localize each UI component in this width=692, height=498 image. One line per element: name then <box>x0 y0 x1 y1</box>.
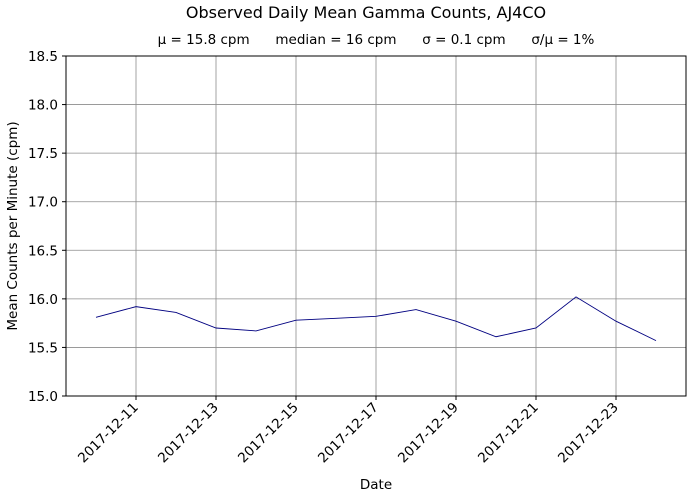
x-tick-label: 2017-12-17 <box>315 400 382 467</box>
y-tick-label: 16.5 <box>28 243 58 259</box>
y-tick-label: 16.0 <box>28 292 58 308</box>
data-point <box>175 311 178 314</box>
data-point <box>95 316 98 319</box>
y-axis-label: Mean Counts per Minute (cpm) <box>5 121 21 330</box>
data-point <box>375 315 378 318</box>
y-tick-label: 18.5 <box>28 49 58 65</box>
data-point <box>415 308 418 311</box>
x-tick-label: 2017-12-13 <box>155 400 222 467</box>
chart-title: Observed Daily Mean Gamma Counts, AJ4CO <box>186 3 546 22</box>
data-point <box>255 329 258 332</box>
y-tick-label: 17.0 <box>28 195 58 211</box>
x-tick-label: 2017-12-19 <box>395 400 462 467</box>
y-tick-label: 17.5 <box>28 146 58 162</box>
data-point <box>215 327 218 330</box>
data-point <box>455 320 458 323</box>
x-tick-label: 2017-12-21 <box>475 400 542 467</box>
series-line <box>95 296 657 342</box>
y-tick-label: 18.0 <box>28 98 58 114</box>
x-tick-label: 2017-12-23 <box>555 400 622 467</box>
x-tick-label: 2017-12-11 <box>75 400 142 467</box>
data-point <box>495 335 498 338</box>
data-point <box>295 319 298 322</box>
data-point <box>575 295 578 298</box>
plot-area <box>95 295 658 342</box>
data-point <box>655 339 658 342</box>
y-axis: 15.0 15.5 16.0 16.5 17.0 17.5 18.0 18.5 <box>28 49 66 405</box>
chart-subtitle: μ = 15.8 cpm median = 16 cpm σ = 0.1 cpm… <box>158 32 595 48</box>
y-tick-label: 15.0 <box>28 389 58 405</box>
grid <box>66 55 686 397</box>
y-tick-label: 15.5 <box>28 340 58 356</box>
x-axis-label: Date <box>360 477 392 493</box>
x-axis: 2017-12-11 2017-12-13 2017-12-15 2017-12-17… <box>75 396 622 466</box>
data-point <box>615 320 618 323</box>
data-point <box>135 305 138 308</box>
data-point <box>335 317 338 320</box>
data-point <box>535 327 538 330</box>
x-tick-label: 2017-12-15 <box>235 400 302 467</box>
